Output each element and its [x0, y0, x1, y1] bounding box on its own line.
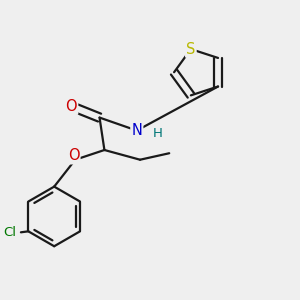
- Text: S: S: [186, 42, 196, 57]
- Text: O: O: [68, 148, 80, 163]
- Text: H: H: [153, 127, 163, 140]
- Text: O: O: [65, 99, 77, 114]
- Text: Cl: Cl: [4, 226, 17, 239]
- Text: N: N: [131, 123, 142, 138]
